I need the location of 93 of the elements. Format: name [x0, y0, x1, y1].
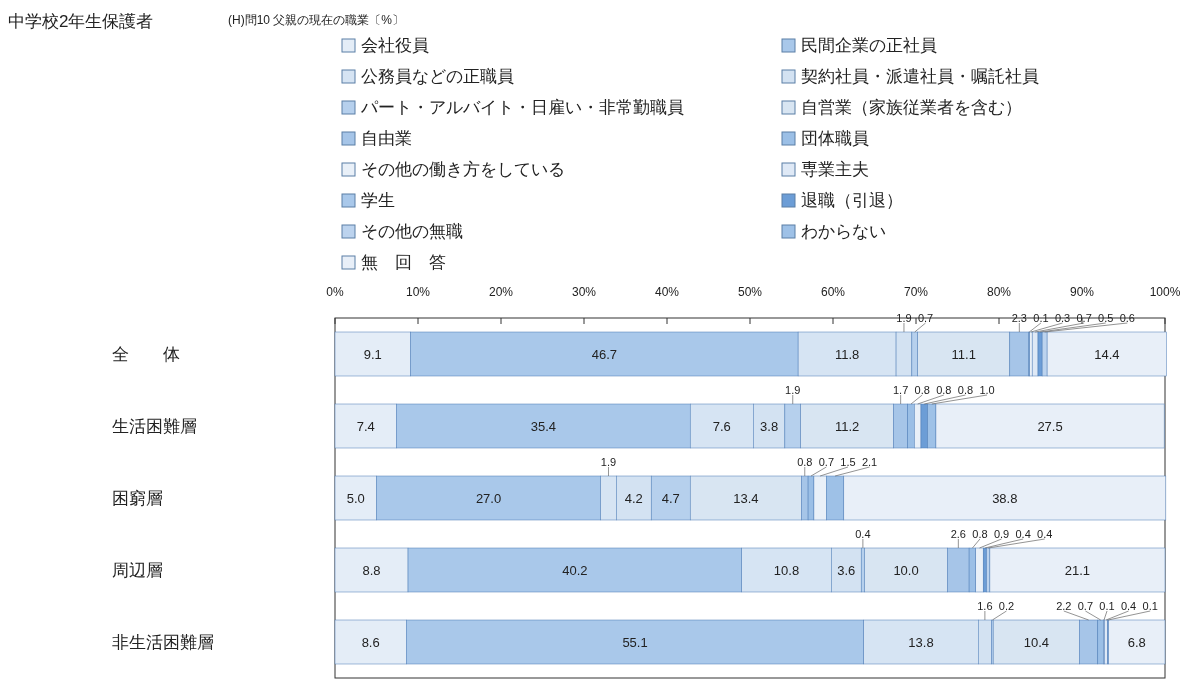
- data-label: 8.8: [362, 563, 381, 578]
- data-label: 21.1: [1064, 563, 1091, 578]
- legend-label: 専業主夫: [801, 160, 869, 179]
- y-tick-label: 非生活困難層: [112, 633, 214, 652]
- legend-label: わからない: [801, 222, 886, 241]
- data-label: 10.8: [773, 563, 800, 578]
- data-label: 1.9: [600, 456, 617, 468]
- text: 中学校2年生保護者: [8, 12, 154, 31]
- data-label: 0.3: [1054, 312, 1071, 324]
- data-label: 0.2: [998, 600, 1015, 612]
- data-label: 1.9: [785, 384, 801, 396]
- x-tick-label: 100%: [1149, 285, 1181, 299]
- data-label: 0.1: [1142, 600, 1158, 612]
- x-tick-label: 70%: [903, 285, 929, 299]
- data-label: 2.3: [1011, 312, 1027, 324]
- data-label: 2.2: [1056, 600, 1072, 612]
- x-tick-label: 50%: [737, 285, 763, 299]
- y-tick-label: 困窮層: [112, 489, 163, 508]
- data-label: 0.7: [1076, 312, 1092, 324]
- x-tick-label: 20%: [488, 285, 514, 299]
- chart-subtitle: (H)問10 父親の現在の職業〔%〕: [228, 13, 405, 27]
- data-label: 0.7: [1077, 600, 1094, 612]
- x-tick-label: 0%: [326, 285, 344, 299]
- legend-label: その他の働き方をしている: [361, 160, 565, 179]
- data-label: 2.6: [950, 528, 966, 540]
- x-tick-label: 30%: [571, 285, 597, 299]
- x-tick-label: 80%: [986, 285, 1012, 299]
- y-tick-label: 周辺層: [112, 561, 163, 580]
- data-label: 55.1: [622, 635, 648, 650]
- data-label: 6.8: [1127, 635, 1146, 650]
- data-label: 2.1: [861, 456, 878, 468]
- legend-label: 契約社員・派遣社員・嘱託社員: [801, 67, 1039, 86]
- data-label: 1.7: [893, 384, 909, 396]
- data-label: 8.6: [361, 635, 380, 650]
- data-label: 3.8: [760, 419, 779, 434]
- data-label: 0.1: [1099, 600, 1115, 612]
- data-label: 13.4: [733, 491, 759, 506]
- data-label: 0.7: [917, 312, 934, 324]
- data-label: 0.8: [957, 384, 974, 396]
- data-label: 0.6: [1119, 312, 1135, 324]
- data-label: 0.5: [1098, 312, 1114, 324]
- data-label: 0.1: [1033, 312, 1049, 324]
- data-label: 0.8: [914, 384, 930, 396]
- data-label: 11.2: [834, 419, 860, 434]
- legend-label: 自由業: [361, 129, 412, 148]
- legend-label: 民間企業の正社員: [801, 36, 937, 55]
- data-label: 7.6: [712, 419, 731, 434]
- data-label: 1.5: [840, 456, 856, 468]
- data-label: 1.6: [977, 600, 993, 612]
- data-label: 0.4: [1015, 528, 1031, 540]
- data-label: 5.0: [346, 491, 365, 506]
- x-tick-label: 60%: [820, 285, 846, 299]
- data-label: 35.4: [530, 419, 556, 434]
- data-label: 10.0: [893, 563, 919, 578]
- legend-label: その他の無職: [361, 222, 463, 241]
- y-tick-label: 生活困難層: [112, 417, 197, 436]
- data-label: 0.8: [936, 384, 952, 396]
- legend-label: パート・アルバイト・日雇い・非常勤職員: [360, 98, 684, 117]
- legend-label: 自営業（家族従業者を含む）: [801, 98, 1022, 117]
- legend-label: 団体職員: [801, 129, 869, 148]
- data-label: 27.5: [1037, 419, 1063, 434]
- data-label: 40.2: [562, 563, 588, 578]
- legend-label: 学生: [361, 191, 395, 210]
- data-label: 0.4: [855, 528, 871, 540]
- x-tick-label: 40%: [654, 285, 680, 299]
- data-label: 4.7: [661, 491, 680, 506]
- data-label: 7.4: [356, 419, 375, 434]
- legend-label: 退職（引退）: [801, 191, 903, 210]
- data-label: 0.8: [797, 456, 813, 468]
- y-tick-label: 全 体: [112, 345, 180, 364]
- data-label: 38.8: [992, 491, 1018, 506]
- data-label: 0.8: [972, 528, 988, 540]
- data-label: 1.9: [896, 312, 912, 324]
- data-label: 0.9: [993, 528, 1010, 540]
- legend-label: 公務員などの正職員: [361, 67, 514, 86]
- data-label: 10.4: [1023, 635, 1050, 650]
- data-label: 14.4: [1094, 347, 1120, 362]
- data-label: 11.8: [834, 347, 860, 362]
- legend-label: 無 回 答: [361, 253, 446, 272]
- data-label: 13.8: [908, 635, 934, 650]
- data-label: 0.7: [818, 456, 835, 468]
- x-tick-label: 10%: [405, 285, 431, 299]
- data-label: 9.1: [363, 347, 382, 362]
- data-label: 0.4: [1037, 528, 1053, 540]
- data-label: 46.7: [591, 347, 617, 362]
- x-tick-label: 90%: [1069, 285, 1095, 299]
- legend-label: 会社役員: [361, 36, 429, 55]
- data-label: 4.2: [624, 491, 643, 506]
- data-label: 1.0: [979, 384, 995, 396]
- data-label: 11.1: [951, 347, 976, 362]
- data-label: 3.6: [837, 563, 856, 578]
- data-label: 27.0: [475, 491, 502, 506]
- data-label: 0.4: [1120, 600, 1137, 612]
